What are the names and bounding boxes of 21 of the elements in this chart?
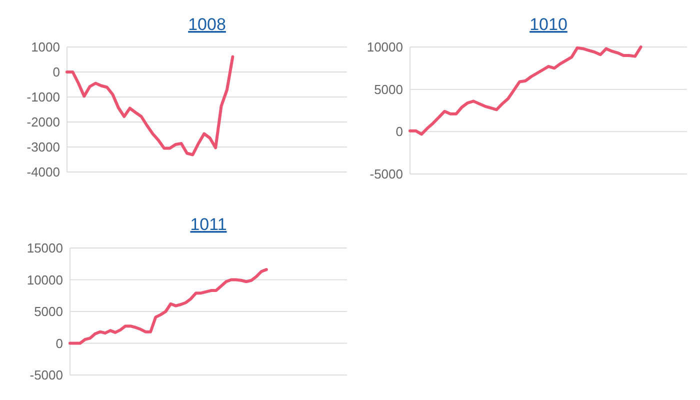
line-series [66, 55, 234, 156]
y-tick-label: 0 [52, 64, 60, 80]
y-tick-label: 0 [396, 124, 403, 140]
y-tick-label: 10000 [26, 272, 63, 288]
y-tick-label: 15000 [26, 240, 63, 256]
chart-title: 1008 [188, 15, 226, 34]
line-series [408, 46, 642, 136]
y-tick-label: -5000 [30, 368, 63, 383]
chart-title: 1011 [190, 215, 227, 234]
y-tick-label: 0 [56, 336, 63, 351]
y-tick-label: 5000 [374, 82, 403, 97]
y-tick-label: -2000 [26, 114, 60, 130]
y-tick-label: -1000 [26, 90, 60, 105]
y-tick-label: 5000 [34, 304, 63, 320]
line-series [68, 268, 268, 345]
y-tick-label: -3000 [26, 140, 60, 155]
y-tick-label: 1000 [31, 40, 60, 55]
y-tick-label: -4000 [26, 164, 60, 180]
y-tick-label: 10000 [366, 40, 403, 55]
y-tick-label: -5000 [370, 166, 403, 182]
chart-title: 1010 [530, 15, 568, 34]
